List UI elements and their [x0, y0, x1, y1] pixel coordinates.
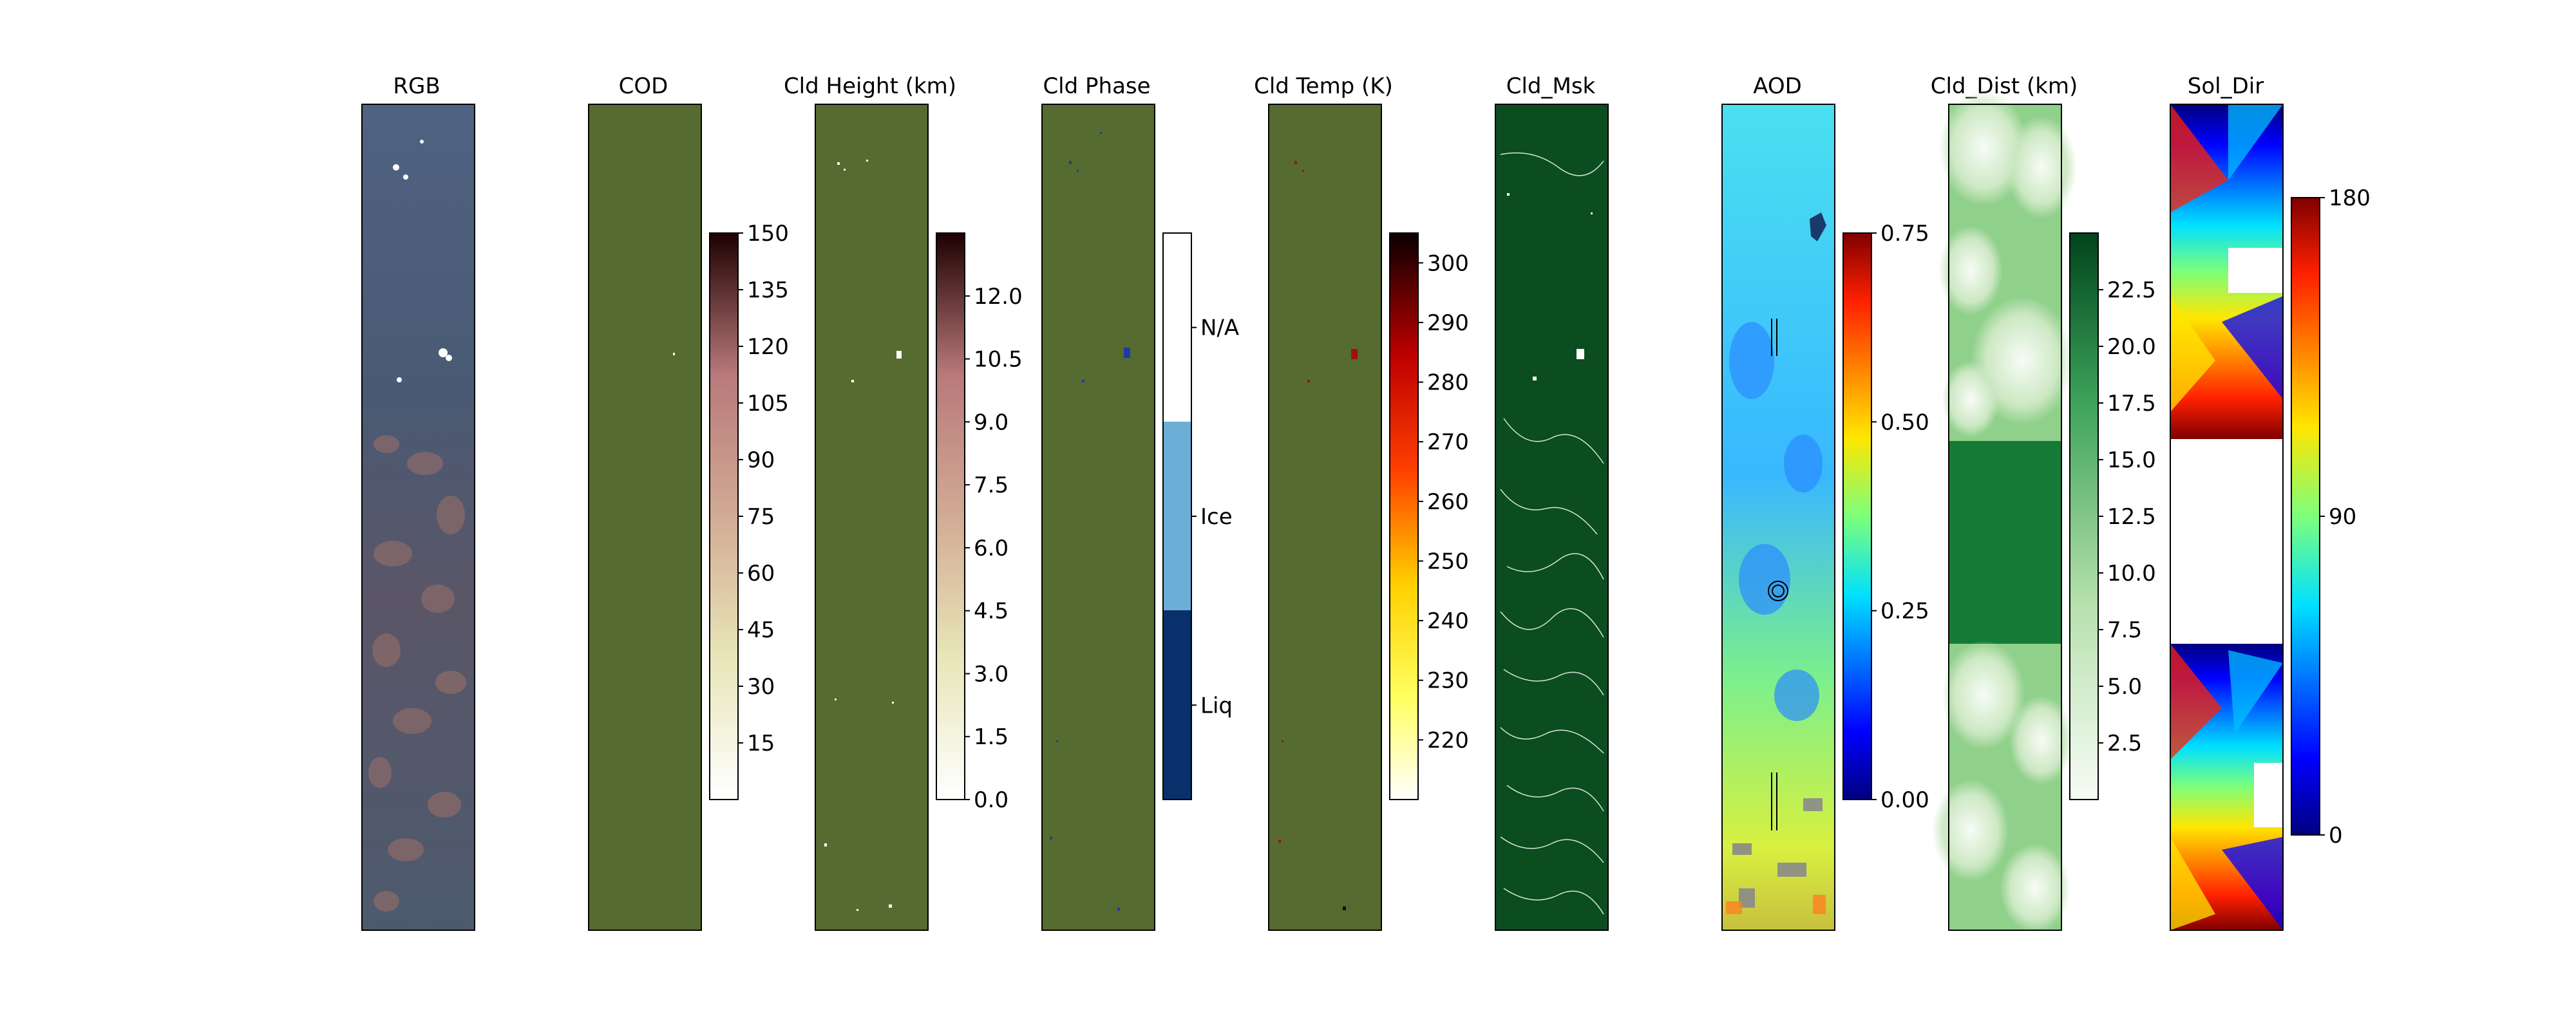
panel-title-sol-dir: Sol_Dir	[2188, 73, 2264, 99]
cod-colorbar	[709, 232, 739, 800]
cld-phase-colorbar	[1162, 232, 1192, 800]
colorbar-tick-label: 0.75	[1880, 221, 1929, 247]
colorbar-tick-label: 180	[2329, 185, 2371, 211]
colorbar-tick-label: 290	[1427, 310, 1469, 336]
colorbar-tick-label: 280	[1427, 370, 1469, 396]
colorbar-tick-label: 10.0	[2107, 561, 2156, 586]
colorbar-tick-label: 0.00	[1880, 787, 1929, 813]
panel-title-rgb: RGB	[393, 73, 440, 99]
aod-colorbar	[1842, 232, 1872, 800]
colorbar-ticks: 15 30 45 60 75 90 105 120 135 150 0.0 1.5 3.0 4.5 6.0 7…	[738, 185, 2371, 848]
colorbar-tick-label: 250	[1427, 548, 1469, 574]
colorbar-tick-label: 3.0	[974, 661, 1009, 687]
sol-dir-heatmap	[2170, 104, 2283, 930]
panel-title-cld-phase: Cld Phase	[1043, 73, 1150, 99]
colorbar-tick-label: 12.5	[2107, 504, 2156, 530]
colorbar-tick-label: 90	[2329, 504, 2356, 530]
cld-temp-frame	[1268, 104, 1382, 931]
cld-dist-heatmap	[1932, 90, 2077, 933]
sol-dir-colorbar	[2291, 197, 2320, 836]
colorbar-tick-label: 300	[1427, 250, 1469, 276]
colorbar-tick-label: 90	[747, 447, 775, 473]
panel-title-aod: AOD	[1753, 73, 1802, 99]
colorbar-tick-label: 0.0	[974, 787, 1009, 813]
colorbar-tick-label: 15.0	[2107, 447, 2156, 473]
phase-colorbar-label: N/A	[1200, 315, 1239, 341]
rgb-image	[362, 104, 475, 930]
aod-frame	[1721, 104, 1835, 931]
colorbar-tick-label: 220	[1427, 727, 1469, 753]
cld-height-colorbar	[936, 232, 965, 800]
colorbar-tick-label: 7.5	[974, 473, 1009, 498]
cld-height-heatmap	[815, 104, 928, 930]
rgb-frame	[361, 104, 475, 931]
colorbar-tick-label: 60	[747, 561, 775, 586]
phase-colorbar-label: Ice	[1200, 504, 1233, 530]
panel-title-cld-dist: Cld_Dist (km)	[1931, 73, 2078, 99]
cod-cloud-pixel	[673, 353, 675, 355]
cld-temp-heatmap	[1269, 104, 1381, 930]
colorbar-tick-label: 105	[747, 391, 789, 417]
cld-dist-colorbar	[2069, 232, 2099, 800]
cld-height-frame	[815, 104, 929, 931]
aod-heatmap	[1722, 104, 1835, 930]
cld-msk-image	[1495, 104, 1608, 930]
colorbar-tick-label: 230	[1427, 668, 1469, 694]
phase-colorbar-label: Liq	[1200, 693, 1233, 718]
colorbar-tick-label: 260	[1427, 489, 1469, 515]
colorbar-tick-label: 0.25	[1880, 599, 1929, 624]
colorbar-tick-label: 30	[747, 674, 775, 700]
cld-temp-colorbar	[1389, 232, 1419, 800]
colorbar-tick-label: 17.5	[2107, 391, 2156, 417]
colorbar-tick-label: 7.5	[2107, 617, 2142, 643]
cld-phase-frame	[1041, 104, 1155, 931]
colorbar-tick-label: 12.0	[974, 284, 1023, 310]
colorbar-tick-label: 0.50	[1880, 409, 1929, 435]
colorbar-tick-label: 6.0	[974, 536, 1009, 561]
panel-title-cld-height: Cld Height (km)	[784, 73, 956, 99]
colorbar-tick-label: 10.5	[974, 347, 1023, 373]
colorbar-tick-label: 270	[1427, 429, 1469, 455]
colorbar-tick-label: 45	[747, 617, 775, 643]
colorbar-tick-label: 15	[747, 731, 775, 756]
cld-msk-frame	[1495, 104, 1609, 931]
colorbar-tick-label: 2.5	[2107, 731, 2142, 756]
colorbar-tick-label: 4.5	[974, 599, 1009, 624]
panel-title-cld-temp: Cld Temp (K)	[1254, 73, 1393, 99]
panel-title-cld-msk: Cld_Msk	[1506, 73, 1596, 99]
colorbar-tick-label: 9.0	[974, 409, 1009, 435]
colorbar-tick-label: 150	[747, 221, 789, 247]
colorbar-tick-label: 20.0	[2107, 334, 2156, 360]
cld-dist-frame	[1948, 104, 2062, 931]
panel-title-cod: COD	[619, 73, 668, 99]
colorbar-tick-label: 240	[1427, 608, 1469, 634]
colorbar-tick-label: 120	[747, 334, 789, 360]
colorbar-tick-label: 0	[2329, 823, 2343, 848]
colorbar-tick-label: 75	[747, 504, 775, 530]
sol-dir-frame	[2170, 104, 2284, 931]
colorbar-tick-label: 22.5	[2107, 277, 2156, 303]
cod-heatmap	[588, 104, 702, 931]
colorbar-tick-label: 1.5	[974, 724, 1009, 750]
colorbar-tick-label: 135	[747, 277, 789, 303]
cld-phase-heatmap	[1042, 104, 1155, 930]
colorbar-tick-label: 5.0	[2107, 674, 2142, 700]
